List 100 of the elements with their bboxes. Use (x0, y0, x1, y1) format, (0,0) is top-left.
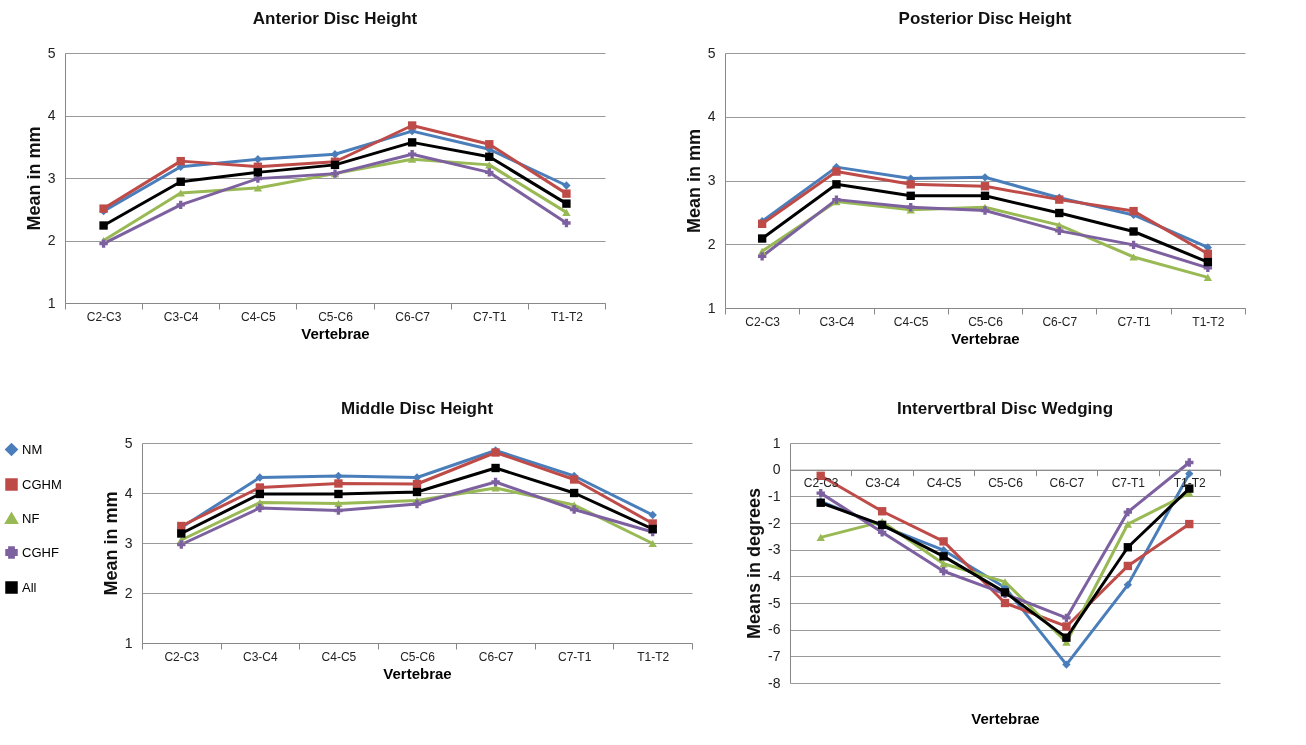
x-tick-label: C2-C3 (164, 649, 200, 664)
point (939, 567, 948, 576)
point (1062, 622, 1071, 631)
x-tick-label: C4-C5 (893, 314, 929, 329)
x-tick-label: C7-T1 (1117, 314, 1152, 329)
point (1203, 249, 1213, 258)
point (1203, 273, 1213, 282)
point (412, 487, 422, 497)
y-tick-label: 4 (707, 108, 716, 125)
y-axis-title: Mean in mm (683, 128, 704, 234)
point (1123, 543, 1133, 552)
y-tick-label: -3 (768, 541, 781, 558)
point (906, 180, 915, 189)
point (334, 506, 343, 515)
point (569, 505, 579, 514)
point (562, 208, 571, 216)
legend-label: NM (22, 441, 43, 457)
point (1129, 206, 1138, 216)
point (407, 138, 417, 147)
y-tick-label: 4 (47, 107, 56, 123)
point (1185, 458, 1194, 467)
y-tick-label: 0 (772, 461, 781, 478)
y-tick-label: -7 (768, 647, 781, 664)
point (1123, 561, 1133, 571)
point (569, 475, 579, 484)
point (1062, 633, 1071, 642)
point (1055, 208, 1064, 218)
point (491, 477, 500, 487)
point (176, 200, 185, 210)
point (1123, 580, 1133, 590)
x-tick-label: C5-C6 (968, 314, 1004, 329)
point (1123, 507, 1133, 517)
x-tick-label: C2-C3 (86, 309, 122, 324)
y-axis-title: Mean in mm (100, 491, 121, 596)
point (253, 168, 263, 177)
x-tick-label: C4-C5 (926, 476, 962, 491)
point (648, 510, 657, 520)
chart-title: Intervertbral Disc Wedging (896, 399, 1114, 418)
point (939, 537, 948, 546)
x-tick-label: C6-C7 (395, 309, 431, 324)
x-tick-label: C3-C4 (163, 309, 199, 324)
point (412, 499, 422, 509)
point (334, 489, 343, 499)
x-tick-label: C6-C7 (1042, 314, 1078, 329)
point (334, 479, 343, 488)
y-tick-label: 2 (47, 232, 56, 248)
point (1123, 520, 1133, 528)
point (485, 168, 494, 177)
y-tick-label: -2 (768, 514, 781, 531)
y-tick-label: 3 (124, 534, 133, 551)
point (255, 489, 265, 499)
y-tick-label: 5 (124, 434, 133, 451)
x-tick-label: T1-T2 (550, 309, 584, 324)
point (485, 152, 494, 161)
point (177, 529, 186, 538)
point (562, 199, 571, 208)
point (562, 181, 571, 190)
x-tick-label: C3-C4 (819, 314, 855, 329)
x-tick-label: C7-T1 (557, 649, 592, 664)
point (816, 488, 825, 498)
y-tick-label: 3 (707, 172, 716, 188)
legend-label: NF (22, 510, 40, 526)
point (939, 552, 948, 561)
point (906, 191, 915, 200)
point (491, 463, 500, 473)
point (980, 206, 990, 215)
point (648, 539, 657, 548)
point (980, 182, 990, 191)
point (485, 140, 494, 149)
y-tick-label: 1 (772, 434, 781, 451)
x-tick-label: C6-C7 (478, 649, 514, 664)
point (176, 177, 185, 186)
point (99, 221, 108, 230)
x-tick-label: C5-C6 (988, 476, 1024, 491)
point (1185, 469, 1194, 478)
x-tick-label: T1-T2 (637, 649, 670, 664)
point (1062, 660, 1071, 669)
point (407, 121, 417, 130)
point (177, 540, 186, 549)
y-tick-label: 1 (124, 634, 133, 651)
point (877, 507, 887, 516)
x-tick-label: C5-C6 (318, 309, 354, 324)
x-axis-title: Vertebrae (383, 664, 452, 682)
chart-title: Middle Disc Height (340, 399, 494, 418)
point (569, 488, 579, 498)
y-tick-label: 5 (47, 44, 56, 61)
y-tick-label: -6 (768, 621, 781, 638)
point (407, 150, 417, 159)
legend-label: CGHF (22, 544, 59, 560)
point (980, 191, 990, 200)
point (1129, 227, 1138, 236)
point (1000, 598, 1010, 608)
y-tick-label: 2 (707, 235, 716, 252)
point (1055, 226, 1064, 236)
point (255, 503, 265, 513)
point (562, 218, 571, 228)
x-tick-label: C6-C7 (1049, 476, 1085, 491)
x-tick-label: C4-C5 (321, 649, 357, 664)
y-tick-label: -8 (768, 674, 781, 691)
point (1129, 240, 1138, 250)
